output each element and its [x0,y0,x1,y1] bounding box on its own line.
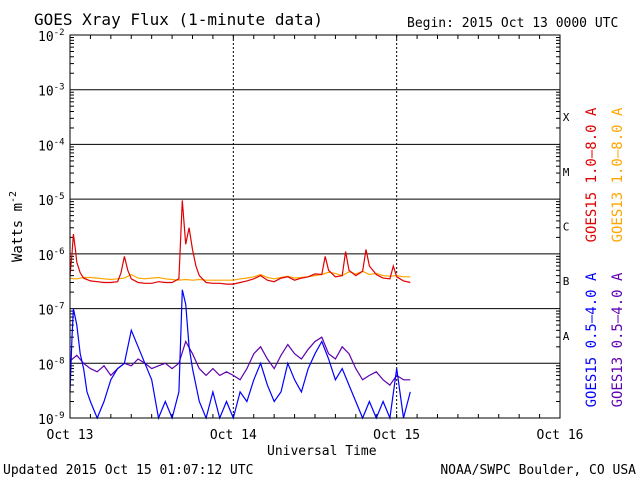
y-tick-label: 10-2 [38,28,65,45]
y-tick-exponent: -7 [54,302,65,312]
y-axis-label-exponent: -2 [8,191,19,203]
flare-class-label: X [563,111,570,124]
series-line-2 [69,336,411,386]
y-tick-exponent: -3 [54,83,65,93]
right-legend: GOES15 1.0–8.0 A GOES13 1.0–8.0 A GOES15 0… [584,107,626,407]
x-tick-label: Oct 16 [537,428,584,443]
y-axis-label: Watts m-2 [8,191,26,262]
flare-class-label: A [563,330,570,343]
y-tick-label: 10-4 [38,137,65,154]
legend-entry: GOES13 1.0–8.0 A [610,107,626,242]
x-tick-label: Oct 13 [47,428,94,443]
plot-frame [69,34,561,419]
y-tick-label: 10-6 [38,247,65,264]
y-tick-labels: 10-210-310-410-510-610-710-810-9 [38,28,65,428]
footer-credit: NOAA/SWPC Boulder, CO USA [440,463,636,478]
series-lines [69,200,411,421]
y-tick-label: 10-8 [38,356,65,373]
y-tick-base: 10 [38,30,54,45]
y-tick-exponent: -2 [54,28,65,38]
begin-label: Begin: 2015 Oct 13 0000 UTC [407,16,618,31]
y-tick-base: 10 [38,304,54,319]
y-tick-label: 10-5 [38,192,65,209]
x-axis-label: Universal Time [267,444,377,459]
legend-entry: GOES13 0.5–4.0 A [610,272,626,407]
x-tick-labels: Oct 13 Oct 14 Oct 15 Oct 16 [47,428,584,443]
y-tick-base: 10 [38,249,54,264]
flare-class-label: C [563,221,570,234]
flare-class-labels: X M C B A [563,111,570,343]
y-tick-exponent: -8 [54,356,65,366]
y-tick-base: 10 [38,139,54,154]
legend-entry: GOES15 1.0–8.0 A [584,107,600,242]
y-tick-exponent: -9 [54,411,65,421]
y-tick-base: 10 [38,358,54,373]
footer-updated: Updated 2015 Oct 15 01:07:12 UTC [3,463,253,478]
flare-class-label: B [563,275,570,288]
y-tick-exponent: -6 [54,247,65,257]
y-tick-label: 10-3 [38,83,65,100]
y-tick-base: 10 [38,85,54,100]
x-tick-label: Oct 14 [210,428,257,443]
flare-class-label: M [563,166,570,179]
y-tick-base: 10 [38,413,54,428]
y-tick-exponent: -5 [54,192,65,202]
x-tick-label: Oct 15 [373,428,420,443]
y-tick-label: 10-9 [38,411,65,428]
chart-title: GOES Xray Flux (1-minute data) [34,10,323,29]
y-tick-base: 10 [38,194,54,209]
y-tick-label: 10-7 [38,302,65,319]
series-line-1 [69,200,411,285]
legend-entry: GOES15 0.5–4.0 A [584,272,600,407]
y-axis-label-main: Watts m [10,203,26,262]
y-tick-exponent: -4 [54,137,65,147]
